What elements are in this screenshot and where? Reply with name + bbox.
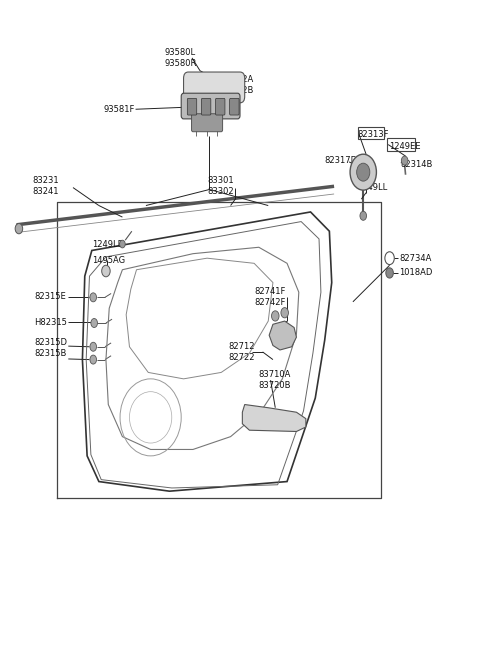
Text: H82315: H82315 bbox=[34, 318, 67, 327]
Text: 1249LB: 1249LB bbox=[92, 240, 123, 248]
Circle shape bbox=[385, 252, 394, 265]
Text: 82315D
82315B: 82315D 82315B bbox=[34, 338, 67, 358]
FancyBboxPatch shape bbox=[202, 98, 211, 115]
Circle shape bbox=[15, 223, 23, 234]
Circle shape bbox=[281, 308, 288, 318]
Circle shape bbox=[102, 265, 110, 277]
Text: 1249EE: 1249EE bbox=[390, 142, 421, 151]
FancyBboxPatch shape bbox=[229, 98, 239, 115]
Text: 93582A
93582B: 93582A 93582B bbox=[221, 75, 253, 95]
Text: 1495AG: 1495AG bbox=[92, 255, 125, 265]
Circle shape bbox=[91, 318, 97, 328]
Text: 82741F
82742F: 82741F 82742F bbox=[254, 287, 286, 307]
Text: 83301
83302: 83301 83302 bbox=[207, 176, 234, 196]
Text: 82317D: 82317D bbox=[324, 156, 358, 165]
Text: 82315E: 82315E bbox=[34, 292, 66, 301]
Circle shape bbox=[350, 154, 376, 190]
Text: 82712
82722: 82712 82722 bbox=[228, 342, 255, 362]
Text: 1018AD: 1018AD bbox=[399, 269, 432, 278]
Text: 93580L
93580R: 93580L 93580R bbox=[165, 48, 197, 67]
FancyBboxPatch shape bbox=[183, 72, 245, 103]
Circle shape bbox=[90, 355, 96, 364]
Circle shape bbox=[401, 156, 408, 165]
Circle shape bbox=[360, 212, 367, 220]
Circle shape bbox=[272, 311, 279, 321]
Text: 83710A
83720B: 83710A 83720B bbox=[259, 370, 291, 390]
Text: 1249LL: 1249LL bbox=[357, 183, 387, 192]
Polygon shape bbox=[242, 405, 306, 432]
Polygon shape bbox=[269, 321, 297, 350]
FancyBboxPatch shape bbox=[192, 114, 223, 132]
Text: 83231
83241: 83231 83241 bbox=[32, 176, 59, 196]
Circle shape bbox=[90, 343, 96, 351]
Text: 82734A: 82734A bbox=[399, 253, 432, 263]
FancyBboxPatch shape bbox=[216, 98, 225, 115]
Circle shape bbox=[357, 163, 370, 181]
Circle shape bbox=[386, 268, 393, 278]
Circle shape bbox=[90, 293, 96, 302]
Circle shape bbox=[120, 240, 125, 248]
Text: 82313F: 82313F bbox=[358, 130, 389, 140]
FancyBboxPatch shape bbox=[181, 93, 240, 119]
Text: 93581F: 93581F bbox=[104, 105, 135, 114]
Text: 82314B: 82314B bbox=[400, 160, 432, 169]
FancyBboxPatch shape bbox=[187, 98, 197, 115]
